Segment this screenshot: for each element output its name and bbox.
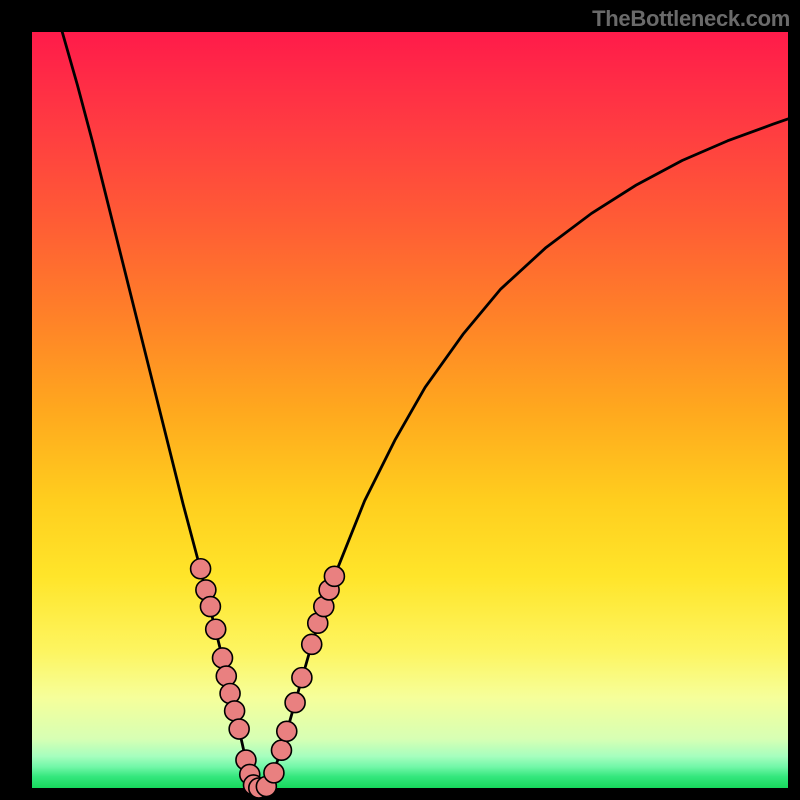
- chart-container: TheBottleneck.com: [0, 0, 800, 800]
- data-marker: [324, 566, 344, 586]
- chart-background: [32, 32, 788, 788]
- data-marker: [285, 693, 305, 713]
- data-marker: [302, 634, 322, 654]
- data-marker: [277, 721, 297, 741]
- data-marker: [200, 597, 220, 617]
- data-marker: [271, 740, 291, 760]
- data-marker: [264, 763, 284, 783]
- data-marker: [213, 648, 233, 668]
- data-marker: [206, 619, 226, 639]
- data-marker: [216, 666, 236, 686]
- data-marker: [225, 701, 245, 721]
- data-marker: [292, 668, 312, 688]
- bottleneck-chart: [0, 0, 800, 800]
- data-marker: [229, 719, 249, 739]
- data-marker: [191, 559, 211, 579]
- watermark-label: TheBottleneck.com: [592, 6, 790, 32]
